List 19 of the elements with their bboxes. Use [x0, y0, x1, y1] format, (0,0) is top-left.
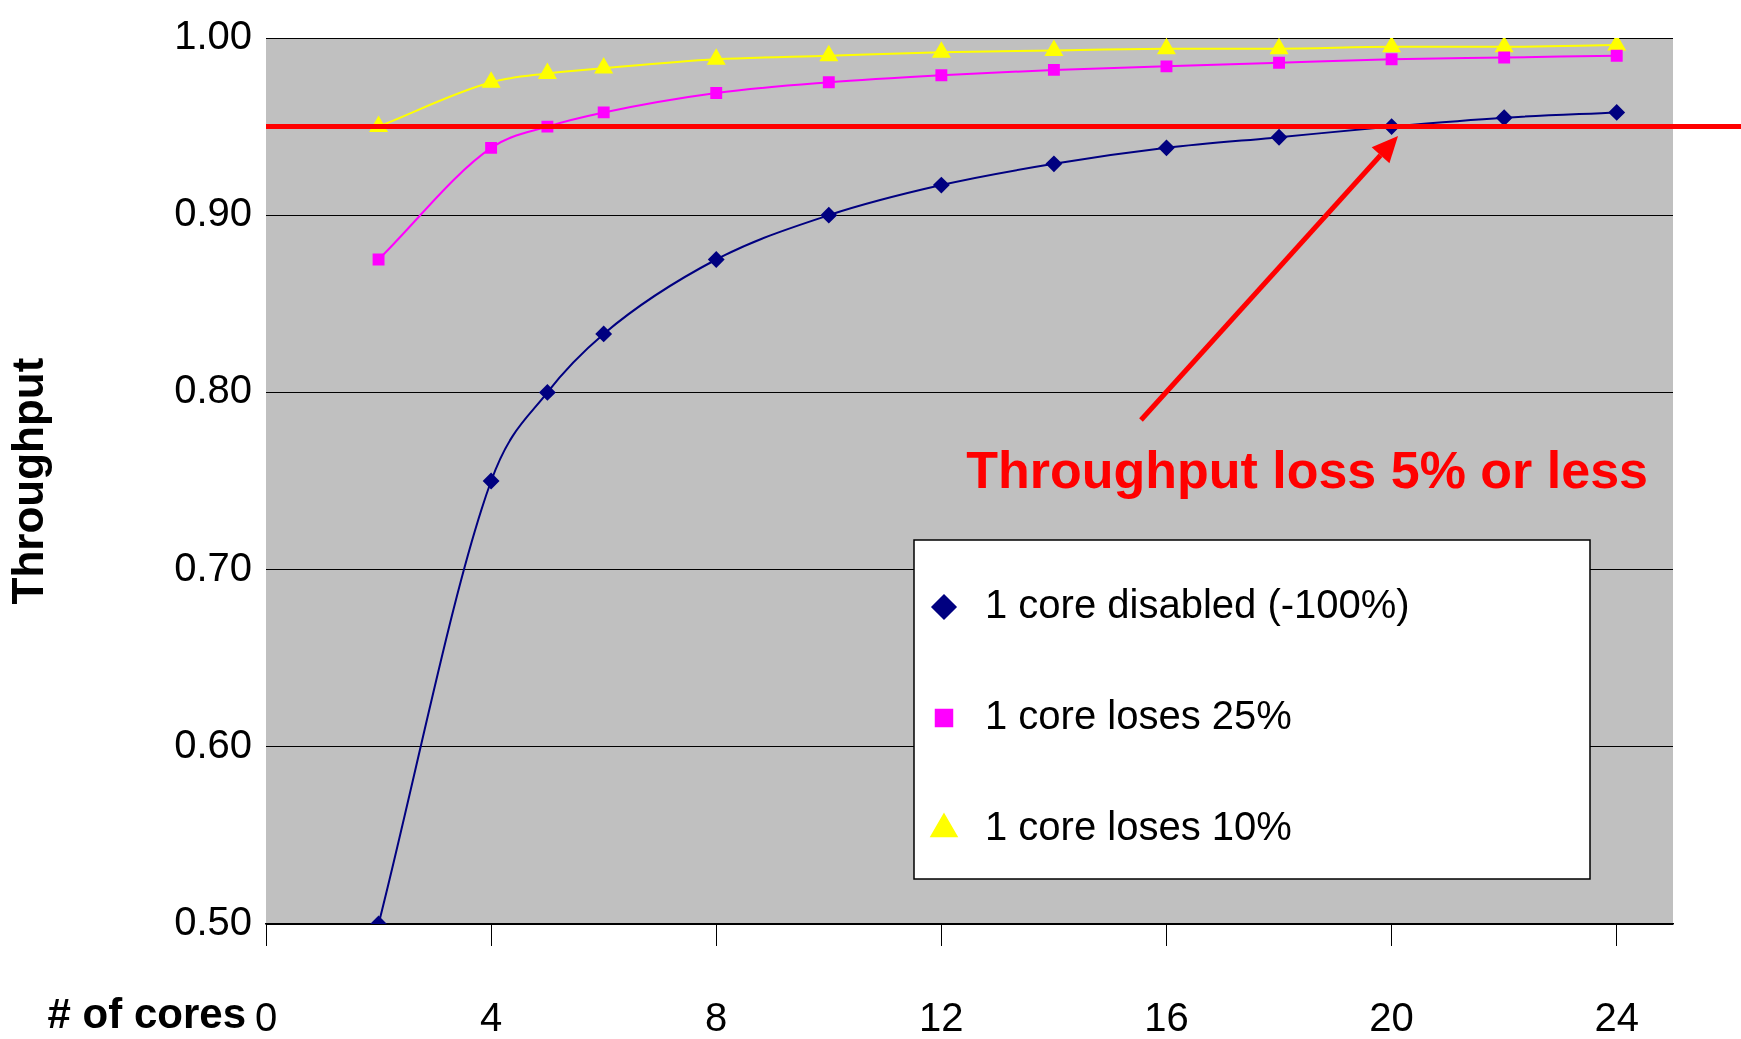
- legend-label: 1 core loses 25%: [985, 693, 1292, 738]
- x-tick-label: 12: [919, 995, 964, 1039]
- x-tick-label: 20: [1369, 995, 1414, 1039]
- y-tick-label: 0.50: [174, 899, 252, 944]
- x-tick-label: 24: [1594, 995, 1639, 1039]
- annotation: Throughput loss 5% or less: [966, 441, 1648, 499]
- y-tick-label: 1.00: [174, 13, 252, 58]
- x-tick-label: 16: [1144, 995, 1189, 1039]
- x-tick-label: 0: [254, 995, 278, 1039]
- x-tick-label: 8: [705, 995, 728, 1039]
- legend-label: 1 core disabled (-100%): [985, 582, 1410, 627]
- legend-label: 1 core loses 10%: [985, 804, 1292, 849]
- y-tick-label: 0.60: [174, 721, 252, 766]
- y-tick-label: 0.70: [174, 544, 252, 589]
- y-tick-label: 0.80: [174, 367, 252, 412]
- y-axis-title: Throughput: [2, 357, 52, 605]
- y-tick-label: 0.90: [174, 190, 252, 235]
- x-axis-title: # of cores: [47, 989, 246, 1037]
- x-tick-label: 4: [479, 995, 503, 1039]
